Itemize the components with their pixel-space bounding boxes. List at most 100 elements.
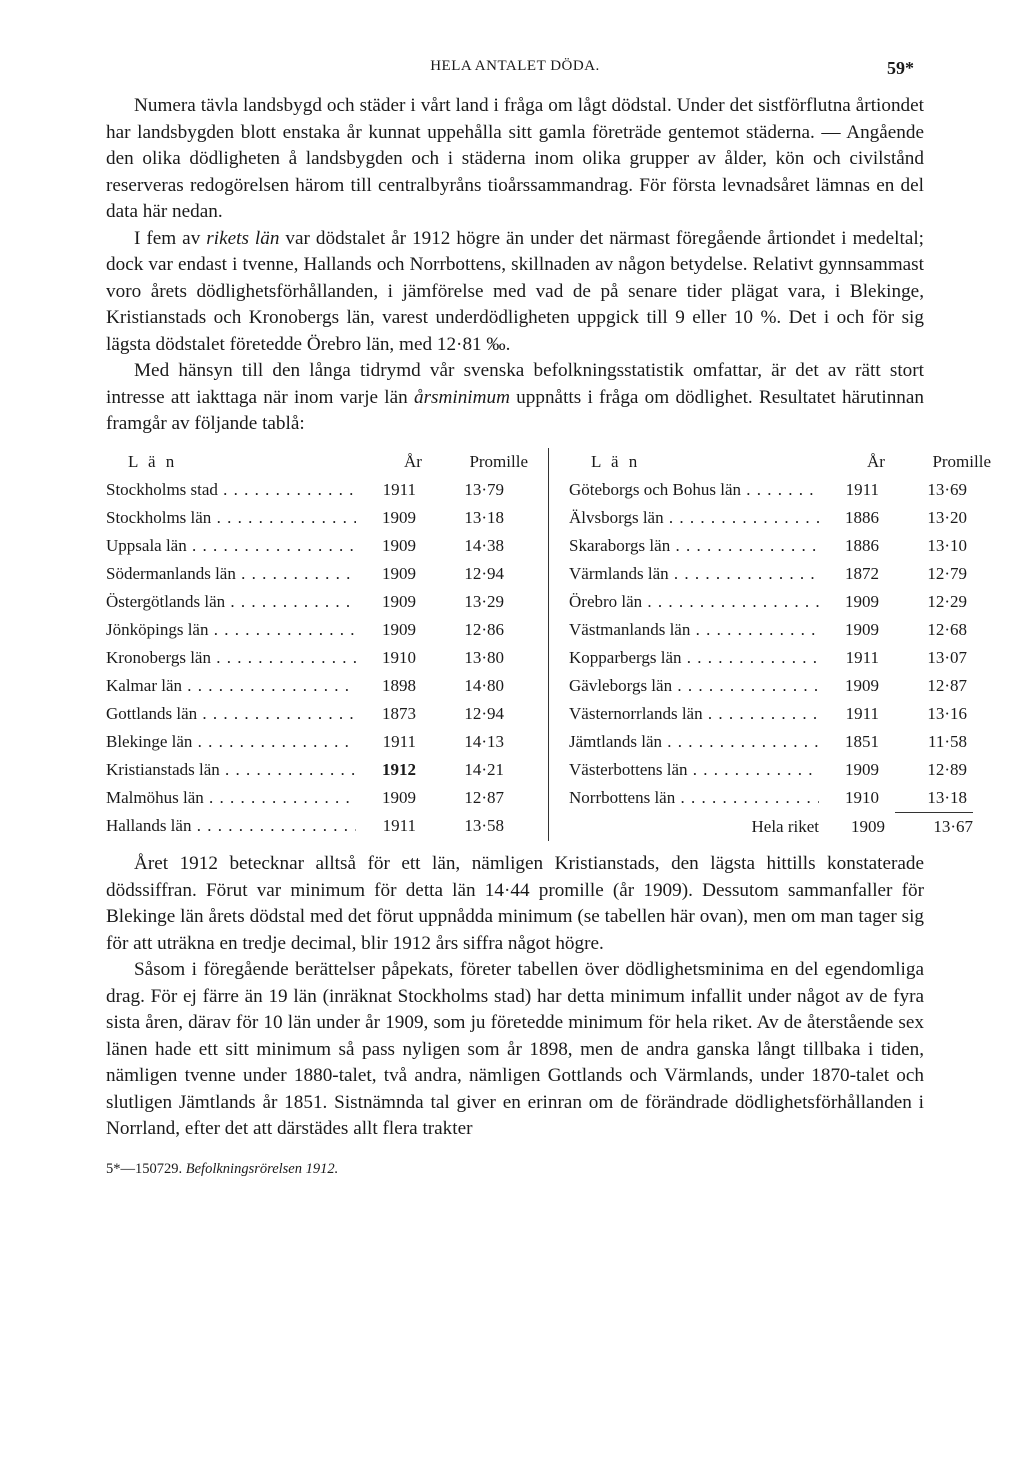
table-row: Västernorrlands län191113·16 xyxy=(569,700,991,728)
cell-promille: 13·69 xyxy=(889,476,967,504)
cell-lan: Uppsala län xyxy=(106,532,356,560)
cell-year: 1872 xyxy=(819,560,889,588)
paragraph-2: I fem av rikets län var dödstalet år 191… xyxy=(106,226,924,359)
p3-italic: årsminimum xyxy=(414,387,510,408)
paragraph-3: Med hänsyn till den långa tidrymd vår sv… xyxy=(106,358,924,438)
total-label: Hela riket xyxy=(569,813,825,841)
cell-promille: 12·79 xyxy=(889,560,967,588)
total-promille: 13·67 xyxy=(895,812,973,841)
cell-year: 1909 xyxy=(356,784,426,812)
cell-promille: 13·58 xyxy=(426,812,504,840)
p2-a: I fem av xyxy=(134,228,206,249)
cell-lan: Skaraborgs län xyxy=(569,532,819,560)
cell-year: 1886 xyxy=(819,532,889,560)
cell-year: 1851 xyxy=(819,728,889,756)
cell-year: 1898 xyxy=(356,672,426,700)
cell-lan: Kronobergs län xyxy=(106,644,356,672)
cell-promille: 13·20 xyxy=(889,504,967,532)
cell-promille: 13·18 xyxy=(426,504,504,532)
table-row: Jämtlands län185111·58 xyxy=(569,728,991,756)
cell-year: 1909 xyxy=(819,616,889,644)
cell-lan: Malmöhus län xyxy=(106,784,356,812)
paragraph-1: Numera tävla landsbygd och städer i vårt… xyxy=(106,93,924,226)
cell-lan: Stockholms län xyxy=(106,504,356,532)
paragraph-5: Såsom i föregående berättelser påpekats,… xyxy=(106,957,924,1143)
cell-lan: Jönköpings län xyxy=(106,616,356,644)
col-head-promille: Promille xyxy=(448,448,528,476)
table-row: Älvsborgs län188613·20 xyxy=(569,504,991,532)
cell-promille: 12·94 xyxy=(426,560,504,588)
table-row: Blekinge län191114·13 xyxy=(106,728,528,756)
page-footer: 5*—150729. Befolkningsrörelsen 1912. xyxy=(106,1161,924,1178)
col-head-lan: L ä n xyxy=(106,448,378,476)
cell-year: 1909 xyxy=(356,588,426,616)
total-year: 1909 xyxy=(825,813,895,841)
paragraph-4: Året 1912 betecknar alltså för ett län, … xyxy=(106,851,924,957)
p2-italic: rikets län xyxy=(206,228,279,249)
page-header: HELA ANTALET DÖDA. 59* xyxy=(106,58,924,75)
cell-promille: 13·79 xyxy=(426,476,504,504)
table-left-column: L ä n År Promille Stockholms stad191113·… xyxy=(106,448,528,842)
table-row: Västerbottens län190912·89 xyxy=(569,756,991,784)
cell-lan: Gottlands län xyxy=(106,700,356,728)
cell-promille: 13·29 xyxy=(426,588,504,616)
table-row: Gottlands län187312·94 xyxy=(106,700,528,728)
table-row: Hallands län191113·58 xyxy=(106,812,528,840)
cell-year: 1911 xyxy=(356,812,426,840)
cell-promille: 12·94 xyxy=(426,700,504,728)
cell-promille: 12·87 xyxy=(426,784,504,812)
cell-lan: Göteborgs och Bohus län xyxy=(569,476,819,504)
cell-year: 1886 xyxy=(819,504,889,532)
cell-lan: Östergötlands län xyxy=(106,588,356,616)
footer-signature: 5*—150729. xyxy=(106,1161,182,1177)
page-number: 59* xyxy=(887,58,914,79)
cell-lan: Stockholms stad xyxy=(106,476,356,504)
cell-lan: Kalmar län xyxy=(106,672,356,700)
cell-lan: Örebro län xyxy=(569,588,819,616)
cell-lan: Kristianstads län xyxy=(106,756,356,784)
col-head-ar: År xyxy=(841,448,911,476)
table-divider xyxy=(548,448,549,842)
cell-year: 1911 xyxy=(819,644,889,672)
cell-promille: 11·58 xyxy=(889,728,967,756)
table-row: Stockholms län190913·18 xyxy=(106,504,528,532)
cell-year: 1909 xyxy=(356,616,426,644)
cell-lan: Värmlands län xyxy=(569,560,819,588)
table-right-column: L ä n År Promille Göteborgs och Bohus lä… xyxy=(569,448,991,842)
cell-year: 1909 xyxy=(819,756,889,784)
cell-year: 1909 xyxy=(356,532,426,560)
cell-promille: 13·10 xyxy=(889,532,967,560)
cell-lan: Södermanlands län xyxy=(106,560,356,588)
cell-promille: 13·16 xyxy=(889,700,967,728)
cell-year: 1911 xyxy=(356,476,426,504)
cell-promille: 14·38 xyxy=(426,532,504,560)
cell-promille: 12·68 xyxy=(889,616,967,644)
table-row: Södermanlands län190912·94 xyxy=(106,560,528,588)
table-row: Örebro län190912·29 xyxy=(569,588,991,616)
table-row: Uppsala län190914·38 xyxy=(106,532,528,560)
table-row: Skaraborgs län188613·10 xyxy=(569,532,991,560)
cell-promille: 13·07 xyxy=(889,644,967,672)
cell-lan: Norrbottens län xyxy=(569,784,819,812)
table-row: Kristianstads län191214·21 xyxy=(106,756,528,784)
table-head-right: L ä n År Promille xyxy=(569,448,991,476)
cell-year: 1909 xyxy=(819,588,889,616)
cell-year: 1909 xyxy=(819,672,889,700)
cell-year: 1911 xyxy=(356,728,426,756)
page: HELA ANTALET DÖDA. 59* Numera tävla land… xyxy=(0,0,1024,1466)
cell-promille: 13·80 xyxy=(426,644,504,672)
cell-lan: Hallands län xyxy=(106,812,356,840)
table-row: Stockholms stad191113·79 xyxy=(106,476,528,504)
cell-year: 1911 xyxy=(819,700,889,728)
cell-promille: 12·29 xyxy=(889,588,967,616)
table-row: Kopparbergs län191113·07 xyxy=(569,644,991,672)
cell-year: 1909 xyxy=(356,560,426,588)
table-row: Göteborgs och Bohus län191113·69 xyxy=(569,476,991,504)
cell-lan: Blekinge län xyxy=(106,728,356,756)
footer-title: Befolkningsrörelsen 1912. xyxy=(186,1161,339,1177)
cell-promille: 14·21 xyxy=(426,756,504,784)
table-row: Västmanlands län190912·68 xyxy=(569,616,991,644)
cell-lan: Kopparbergs län xyxy=(569,644,819,672)
col-head-ar: År xyxy=(378,448,448,476)
table-row: Gävleborgs län190912·87 xyxy=(569,672,991,700)
